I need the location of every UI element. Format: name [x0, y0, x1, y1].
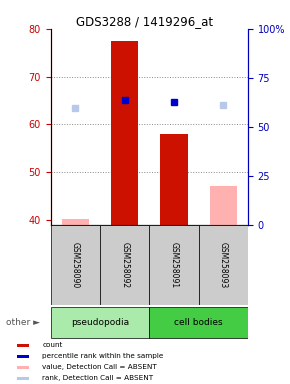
Bar — [210, 186, 237, 225]
Text: GDS3288 / 1419296_at: GDS3288 / 1419296_at — [77, 15, 213, 28]
Bar — [17, 366, 29, 369]
Text: count: count — [42, 343, 63, 348]
Text: GSM258093: GSM258093 — [219, 242, 228, 288]
Text: GSM258091: GSM258091 — [169, 242, 179, 288]
Bar — [199, 225, 248, 305]
Text: GSM258090: GSM258090 — [71, 242, 80, 288]
Text: other ►: other ► — [6, 318, 40, 327]
Bar — [17, 344, 29, 347]
Bar — [51, 225, 100, 305]
Bar — [17, 377, 29, 380]
Bar — [62, 219, 89, 225]
Text: pseudopodia: pseudopodia — [71, 318, 129, 327]
Text: GSM258092: GSM258092 — [120, 242, 129, 288]
Bar — [100, 225, 149, 305]
Text: percentile rank within the sample: percentile rank within the sample — [42, 353, 164, 359]
Bar — [149, 225, 199, 305]
Bar — [17, 355, 29, 358]
Text: value, Detection Call = ABSENT: value, Detection Call = ABSENT — [42, 364, 157, 371]
Bar — [149, 307, 248, 338]
Text: rank, Detection Call = ABSENT: rank, Detection Call = ABSENT — [42, 376, 153, 381]
Bar — [111, 41, 138, 225]
Bar — [51, 307, 149, 338]
Text: cell bodies: cell bodies — [174, 318, 223, 327]
Bar — [160, 134, 188, 225]
